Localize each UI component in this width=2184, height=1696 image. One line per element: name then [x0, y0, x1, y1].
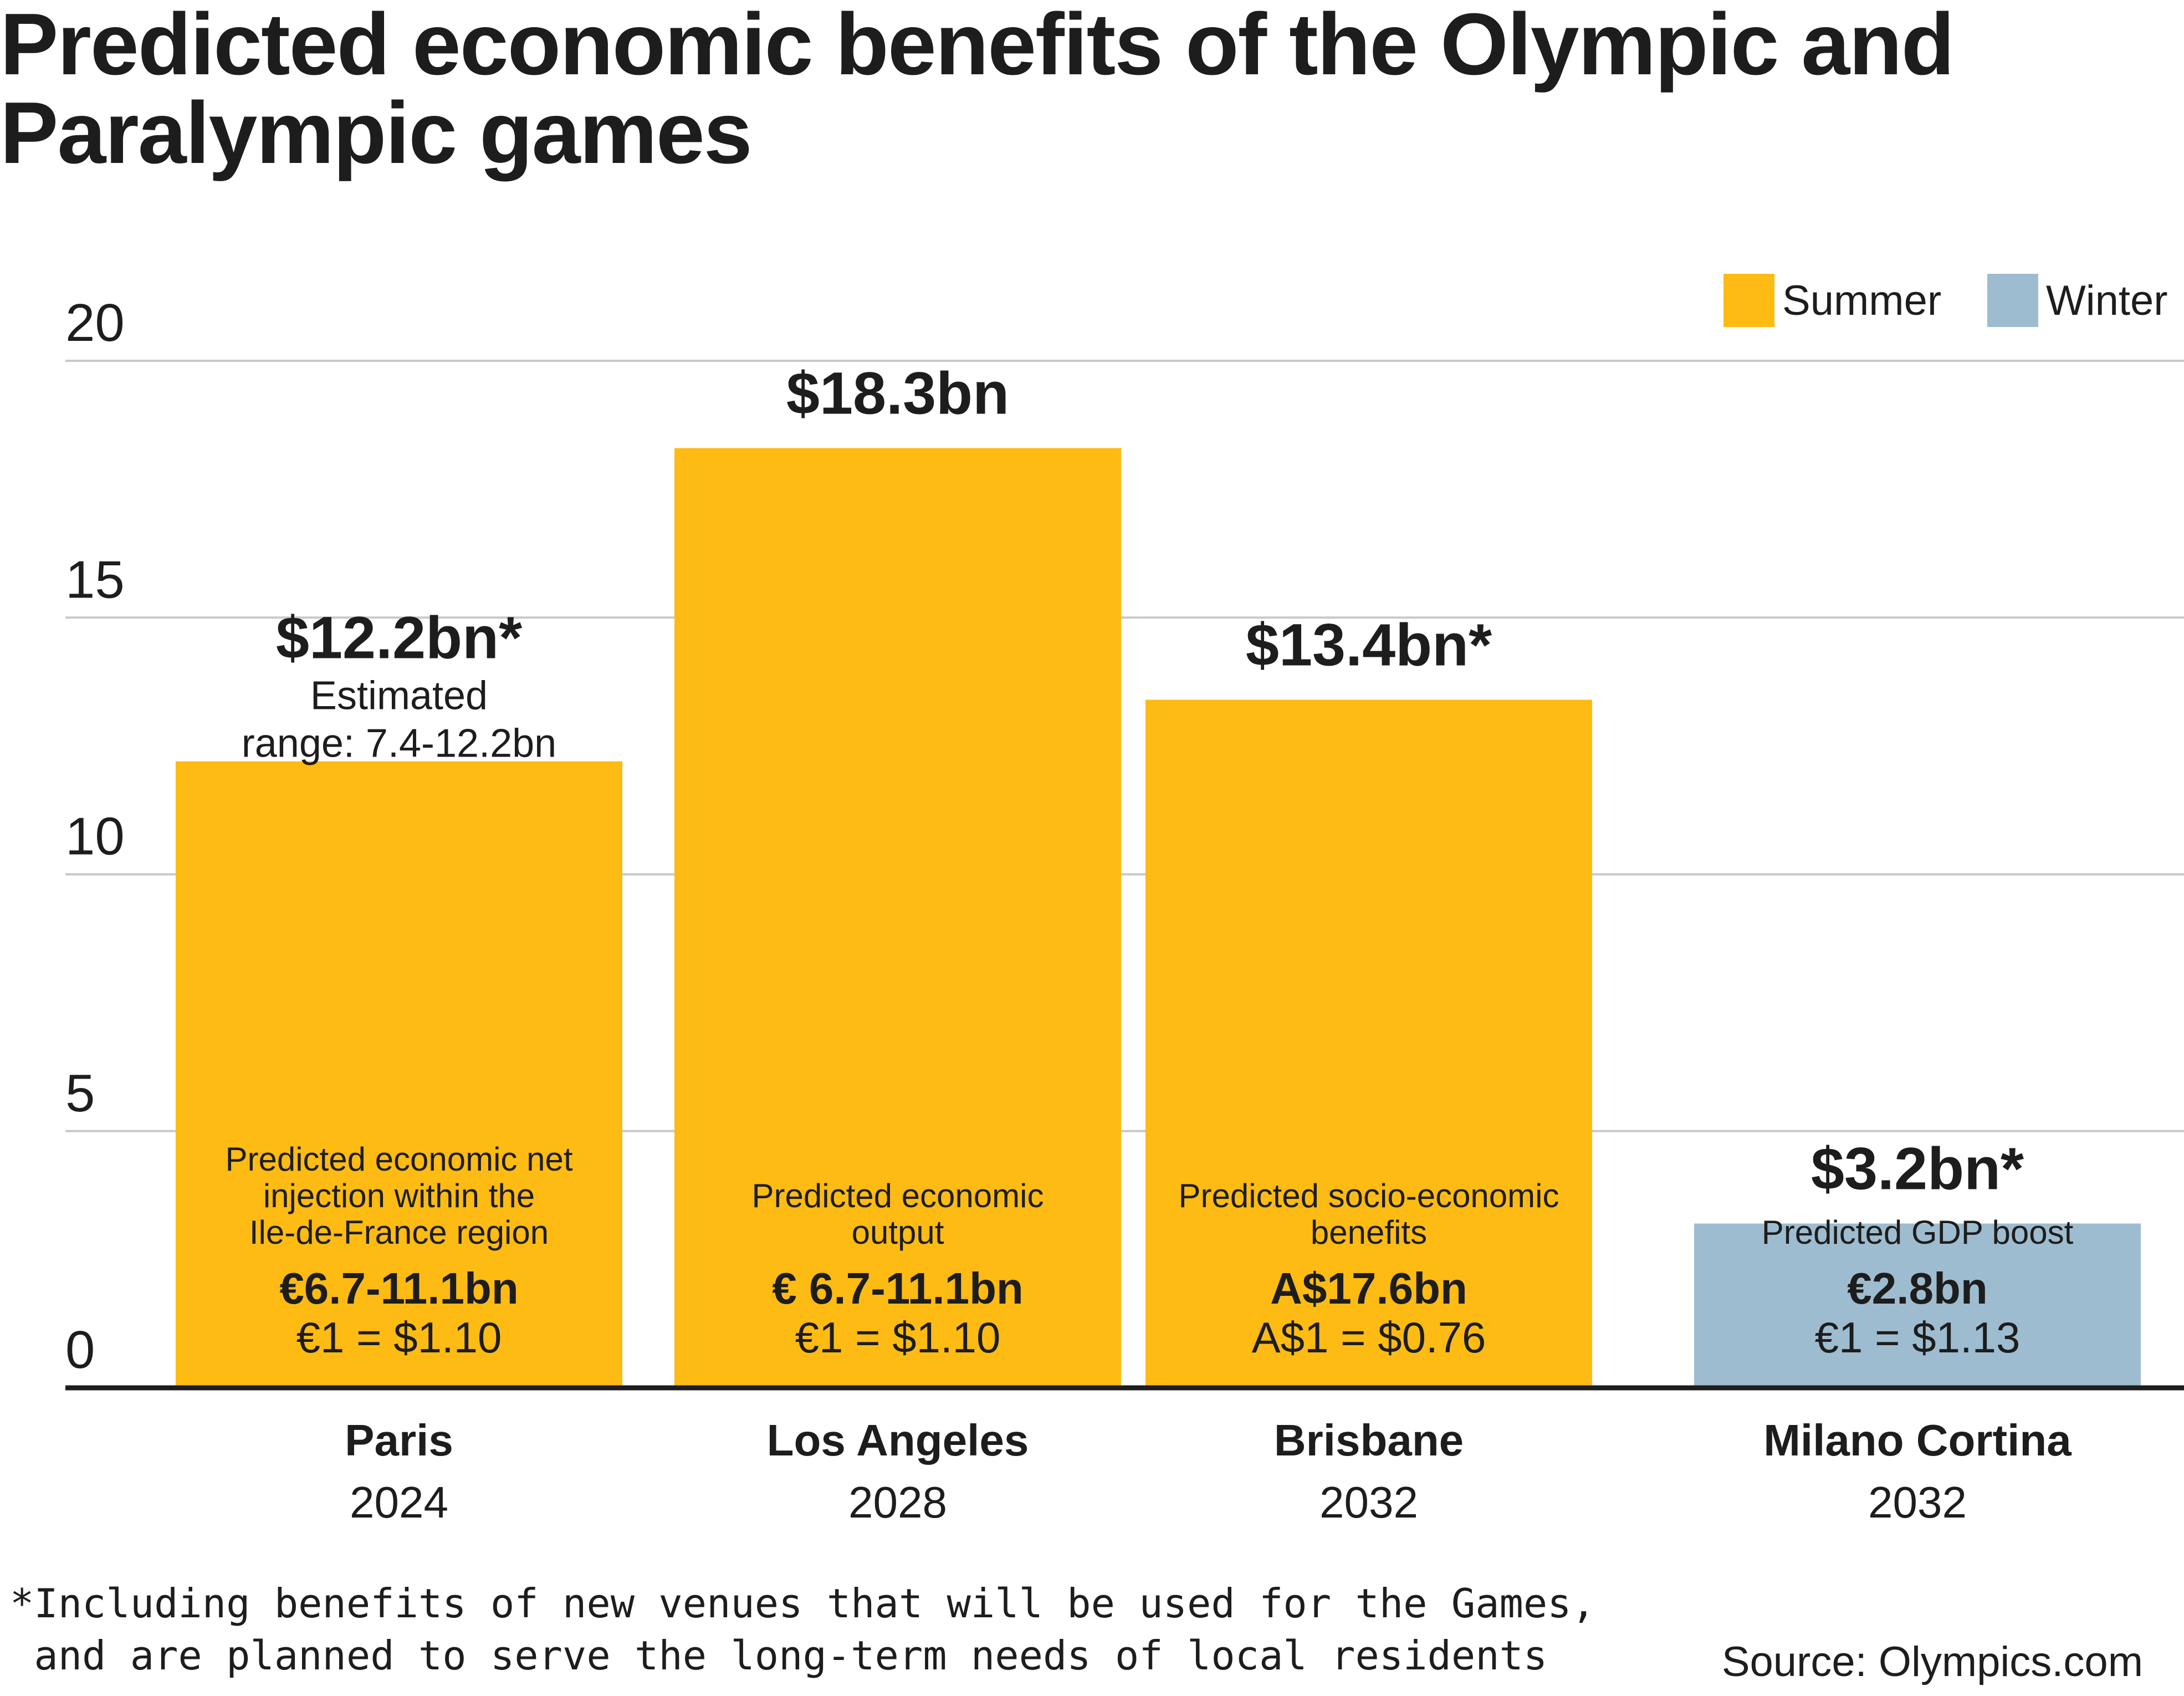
y-tick-label: 5: [65, 1064, 95, 1123]
source-note: Source: Olympics.com: [1721, 1638, 2143, 1685]
bar-note-desc: Predicted economic: [752, 1177, 1044, 1214]
data-sublabel: range: 7.4-12.2bn: [242, 722, 556, 766]
y-tick-label: 20: [65, 293, 125, 353]
data-label: $13.4bn*: [1246, 611, 1492, 678]
bar: [674, 448, 1121, 1388]
bar-note-desc: Predicted economic net: [225, 1141, 572, 1178]
bar-note-desc: Predicted GDP boost: [1762, 1214, 2074, 1251]
x-tick-label: Paris: [345, 1416, 453, 1465]
bar-note-amount: €6.7-11.1bn: [279, 1264, 518, 1313]
x-tick-year: 2032: [1868, 1478, 1967, 1527]
x-tick-label: Milano Cortina: [1763, 1416, 2072, 1465]
y-tick-label: 0: [65, 1320, 95, 1380]
data-label: $18.3bn: [786, 360, 1009, 427]
x-tick-year: 2028: [848, 1478, 947, 1527]
data-sublabel: Estimated: [310, 674, 488, 718]
bar-note-desc: Ile-de-France region: [249, 1214, 549, 1251]
x-tick-label: Los Angeles: [767, 1416, 1029, 1465]
x-tick-year: 2024: [350, 1478, 448, 1527]
bar-note-amount: € 6.7-11.1bn: [772, 1264, 1024, 1313]
bar-note-desc: benefits: [1311, 1214, 1427, 1251]
legend-swatch-winter: [1987, 274, 2038, 327]
legend-item-winter: Winter: [1987, 273, 2168, 328]
chart-title: Predicted economic benefits of the Olymp…: [0, 0, 1955, 182]
bar-note-rate: €1 = $1.10: [296, 1313, 502, 1362]
x-tick-year: 2032: [1319, 1478, 1418, 1527]
bar-note-desc: Predicted socio-economic: [1179, 1177, 1559, 1214]
bar-note-desc: injection within the: [263, 1177, 535, 1214]
bar-note-rate: €1 = $1.13: [1815, 1313, 2021, 1362]
bar-note-amount: €2.8bn: [1847, 1264, 1987, 1313]
data-label: $12.2bn*: [276, 604, 522, 671]
footnote: *Including benefits of new venues that w…: [10, 1580, 1595, 1679]
bar-note-desc: output: [852, 1214, 944, 1251]
bar: [176, 761, 622, 1388]
bar: [1694, 1223, 2141, 1388]
bar-note-amount: A$17.6bn: [1270, 1264, 1467, 1313]
bar-note-rate: €1 = $1.10: [795, 1313, 1001, 1362]
x-tick-label: Brisbane: [1274, 1416, 1464, 1465]
data-label: $3.2bn*: [1811, 1135, 2024, 1202]
bar: [1145, 699, 1592, 1388]
legend-swatch-summer: [1723, 274, 1774, 327]
y-tick-label: 10: [65, 807, 125, 866]
legend-label-winter: Winter: [2046, 277, 2168, 324]
bar-note-rate: A$1 = $0.76: [1252, 1313, 1486, 1362]
legend-label-summer: Summer: [1782, 277, 1942, 324]
legend-item-summer: Summer: [1723, 273, 1941, 328]
y-tick-label: 15: [65, 550, 125, 609]
